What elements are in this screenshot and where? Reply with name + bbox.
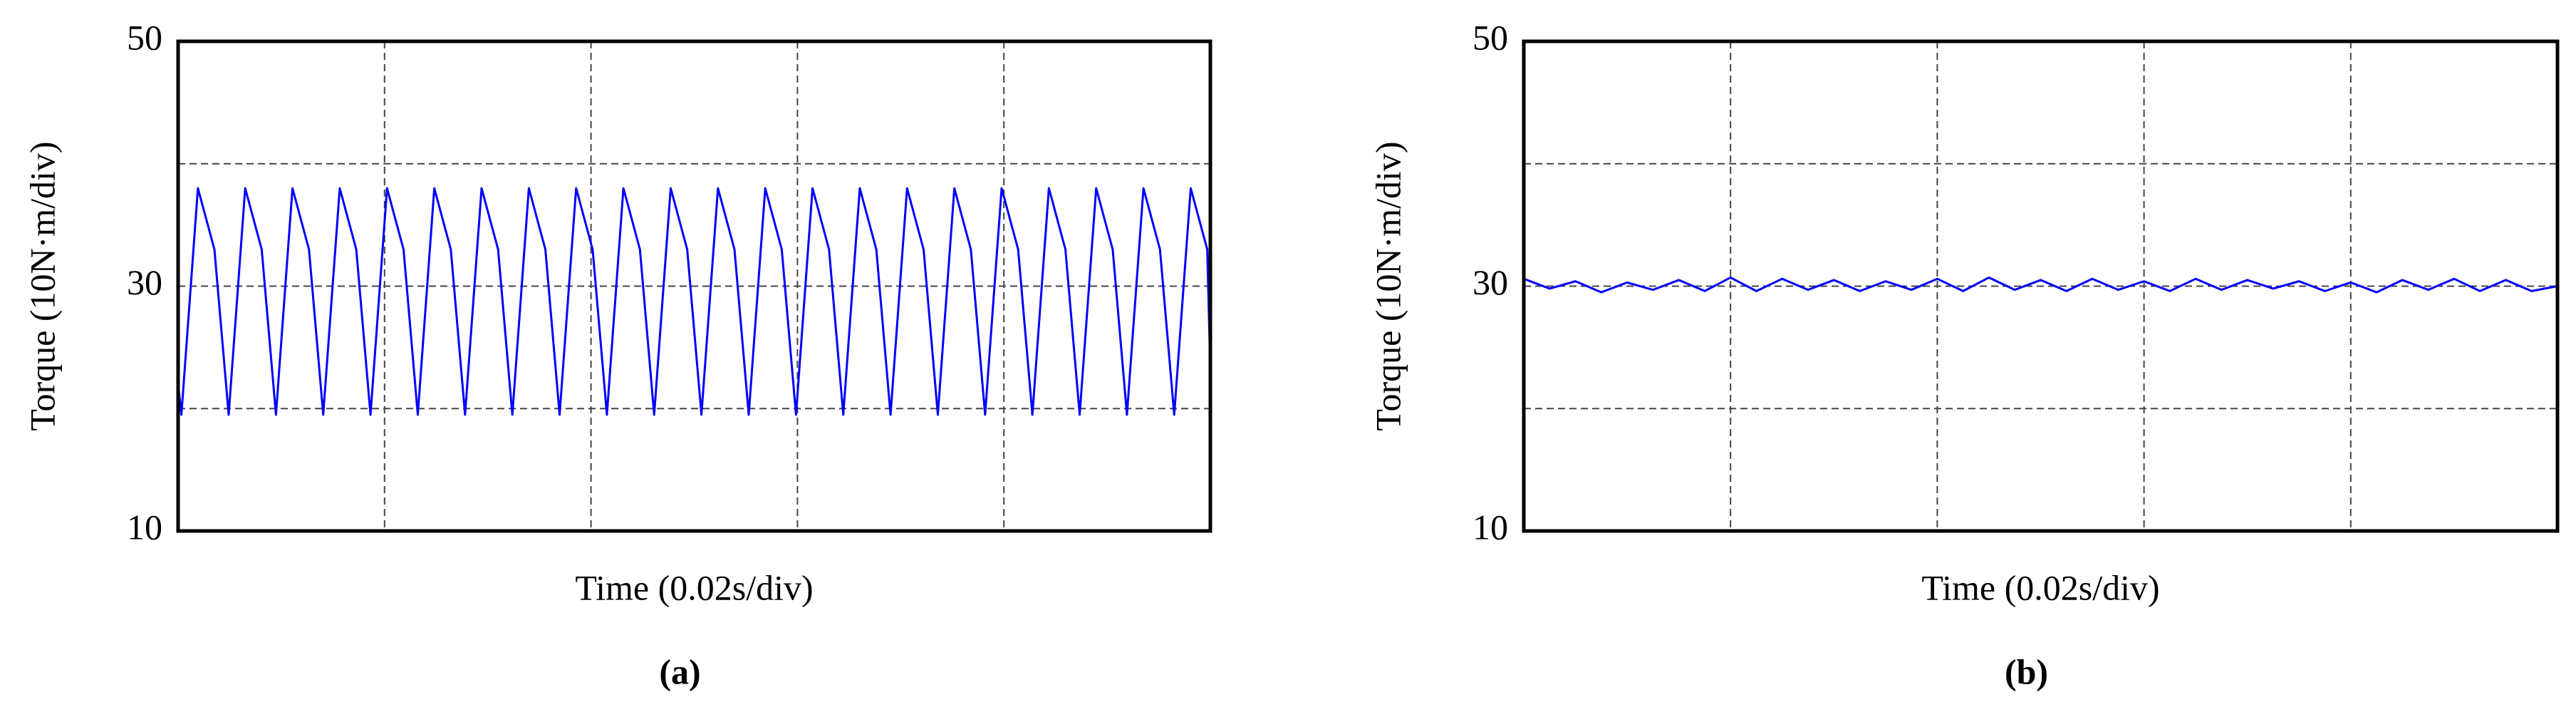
x-axis-label: Time (0.02s/div) — [575, 567, 813, 607]
line-series — [177, 187, 1212, 416]
y-axis-label: Torque (10N·m/div) — [1368, 141, 1408, 430]
y-tick-label: 30 — [1473, 262, 1508, 302]
y-tick-label: 30 — [127, 262, 162, 302]
panel-label: (a) — [659, 651, 700, 691]
plot-frame — [176, 39, 1212, 533]
line-series — [1523, 276, 2558, 294]
x-axis-label: Time (0.02s/div) — [1921, 567, 2159, 607]
y-axis-label: Torque (10N·m/div) — [22, 141, 62, 430]
y-tick-label: 10 — [1473, 507, 1508, 547]
y-tick-label: 50 — [127, 17, 162, 57]
y-tick-label: 50 — [1473, 17, 1508, 57]
panel-label: (b) — [2005, 651, 2048, 691]
y-tick-label: 10 — [127, 507, 162, 547]
plot-frame — [1522, 39, 2560, 533]
